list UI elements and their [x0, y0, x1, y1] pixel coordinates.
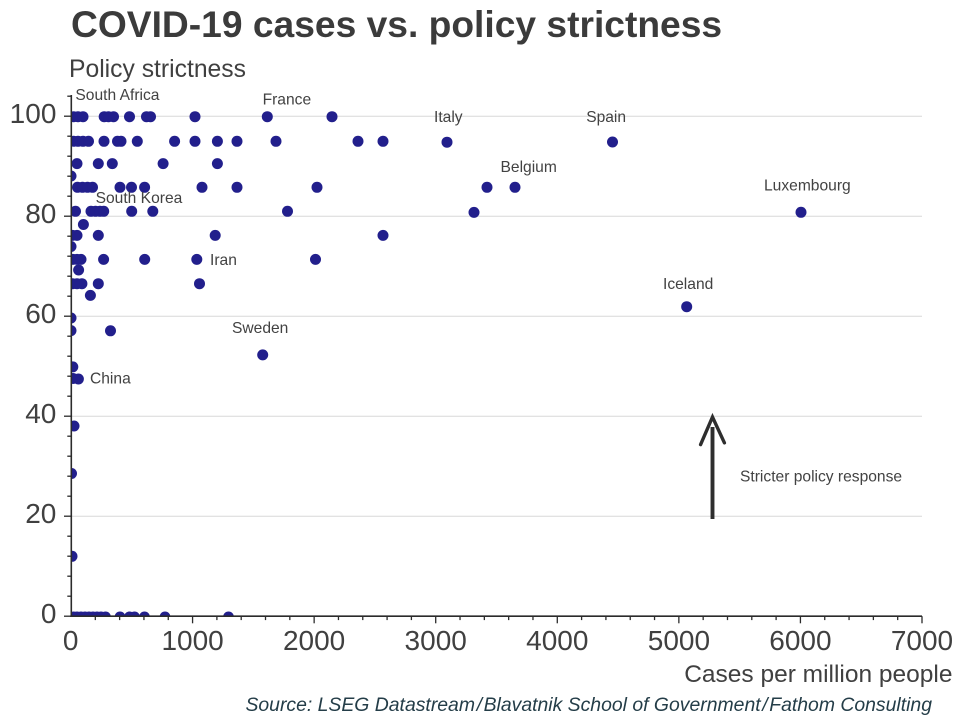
svg-text:0: 0 — [41, 598, 57, 629]
svg-text:Sweden: Sweden — [232, 320, 288, 337]
svg-text:Policy strictness: Policy strictness — [69, 56, 246, 83]
svg-text:Source: LSEG Datastream / Blav: Source: LSEG Datastream / Blavatnik Scho… — [245, 694, 932, 716]
svg-text:Stricter policy response: Stricter policy response — [740, 468, 902, 485]
svg-text:60: 60 — [25, 298, 56, 329]
svg-text:Iceland: Iceland — [663, 276, 713, 293]
svg-text:Luxembourg: Luxembourg — [764, 177, 851, 194]
svg-text:Iran: Iran — [210, 252, 237, 269]
svg-text:40: 40 — [25, 398, 56, 429]
svg-text:1000: 1000 — [161, 625, 223, 656]
svg-text:Italy: Italy — [434, 109, 463, 126]
svg-text:South Africa: South Africa — [75, 87, 159, 104]
svg-text:2000: 2000 — [283, 625, 345, 656]
svg-text:China: China — [90, 371, 131, 388]
svg-text:4000: 4000 — [526, 625, 588, 656]
svg-text:Cases per million people: Cases per million people — [684, 661, 952, 688]
svg-text:6000: 6000 — [769, 625, 831, 656]
svg-text:France: France — [263, 91, 312, 108]
svg-text:5000: 5000 — [648, 625, 710, 656]
svg-text:20: 20 — [25, 498, 56, 529]
svg-text:3000: 3000 — [405, 625, 467, 656]
svg-text:Spain: Spain — [586, 109, 626, 126]
svg-text:7000: 7000 — [891, 625, 953, 656]
svg-text:COVID-19 cases vs. policy stri: COVID-19 cases vs. policy strictness — [71, 3, 722, 45]
svg-text:80: 80 — [25, 198, 56, 229]
svg-text:100: 100 — [10, 98, 57, 129]
svg-text:0: 0 — [63, 625, 79, 656]
svg-text:South Korea: South Korea — [96, 190, 183, 207]
svg-text:Belgium: Belgium — [501, 159, 557, 176]
